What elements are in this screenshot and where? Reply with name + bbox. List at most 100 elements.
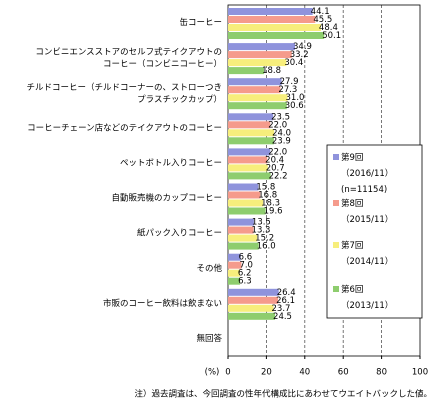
bar (228, 218, 254, 226)
bar (228, 32, 325, 39)
value-label: 27.3 (278, 85, 297, 95)
bar (228, 43, 296, 51)
category-label: 缶コーヒー (179, 17, 222, 28)
bar (228, 94, 288, 102)
legend-swatch (333, 242, 339, 248)
category-label: その他 (196, 263, 222, 274)
bar (228, 156, 268, 164)
x-tick-label: 0 (225, 368, 230, 378)
x-tick-label: 80 (376, 368, 387, 378)
x-tick-label: 40 (299, 368, 310, 378)
bar (228, 277, 241, 285)
legend-swatch (333, 286, 339, 292)
bar (228, 183, 259, 191)
value-label: 18.8 (262, 66, 281, 76)
category-label: 無回答 (196, 333, 222, 344)
bar (228, 304, 274, 312)
bar (228, 67, 265, 75)
legend-label: 第9回（2016/11）(n=11154) (341, 152, 393, 195)
legend-box (326, 144, 423, 319)
value-label: 16.8 (258, 191, 277, 201)
value-label: 26.1 (276, 296, 295, 306)
bar (228, 261, 242, 269)
bar (228, 253, 241, 261)
bar (228, 78, 282, 86)
value-label: 33.2 (290, 50, 309, 60)
value-label: 6.6 (239, 253, 253, 263)
value-label: 22.0 (268, 147, 287, 157)
value-label: 13.3 (252, 226, 271, 236)
value-label: 6.3 (238, 277, 252, 287)
category-label: 自動販売機のカップコーヒー (111, 193, 222, 204)
value-label: 50.1 (322, 31, 341, 41)
bar (228, 288, 279, 296)
value-label: 30.6 (285, 101, 304, 111)
value-label: 31.0 (286, 93, 305, 103)
bar (228, 164, 268, 172)
value-label: 44.1 (311, 7, 330, 17)
bar (228, 137, 274, 145)
value-label: 22.2 (269, 171, 288, 181)
category-label: コンビニエンスストアのセルフ式テイクアウトのコーヒー（コンビニコーヒー） (35, 46, 222, 69)
value-label: 34.9 (293, 42, 312, 52)
bar (228, 129, 275, 137)
bar (228, 16, 316, 23)
x-tick-label: 20 (261, 368, 272, 378)
category-label: コーヒーチェーン店などのテイクアウトのコーヒー (27, 122, 222, 133)
legend-label: 第8回（2015/11） (341, 198, 393, 225)
bar (228, 207, 266, 215)
value-label: 15.8 (256, 183, 275, 193)
footnote: 注）過去調査は、今回調査の性年代構成比にあわせてウエイトバックした値。 (134, 389, 432, 400)
bar (228, 191, 261, 199)
bar (228, 8, 313, 15)
value-label: 24.5 (273, 312, 292, 322)
value-label: 24.0 (272, 128, 291, 138)
value-label: 22.0 (268, 120, 287, 130)
value-label: 20.4 (265, 155, 284, 165)
legend-swatch (333, 154, 339, 160)
value-label: 19.6 (264, 207, 283, 217)
x-tick-label: 100 (412, 368, 428, 378)
category-label: チルドコーヒー（チルドコーナーの、ストローつきプラスチックカップ） (26, 81, 222, 104)
value-label: 45.5 (313, 15, 332, 25)
value-label: 26.4 (277, 288, 296, 298)
value-label: 7.0 (239, 261, 253, 271)
value-label: 23.7 (272, 304, 291, 314)
category-label: ペットボトル入りコーヒー (120, 158, 222, 168)
bar (228, 86, 281, 94)
legend-label: 第6回（2013/11） (341, 284, 393, 311)
x-tick-label: 60 (338, 368, 349, 378)
value-label: 18.3 (261, 199, 280, 209)
bar (228, 242, 259, 250)
value-label: 20.7 (266, 163, 285, 173)
bar (228, 113, 274, 121)
value-label: 13.5 (252, 218, 271, 228)
bar (228, 269, 240, 277)
category-label: 市販のコーヒー飲料は飲まない (103, 298, 222, 309)
bar (228, 296, 279, 304)
legend-label: 第7回（2014/11） (341, 240, 393, 267)
bar (228, 24, 321, 31)
legend-swatch (333, 200, 339, 206)
value-label: 16.0 (257, 242, 276, 252)
value-label: 48.4 (319, 23, 338, 33)
bar (228, 172, 271, 180)
x-unit-label: (%) (205, 368, 220, 378)
bar (228, 234, 258, 242)
bar (228, 199, 264, 207)
value-label: 23.5 (271, 112, 290, 122)
value-label: 23.9 (272, 136, 291, 146)
bar (228, 51, 292, 59)
category-label: 紙パック入りコーヒー (137, 228, 222, 239)
value-label: 15.2 (255, 234, 274, 244)
value-label: 6.2 (238, 269, 252, 279)
bar (228, 148, 271, 156)
bar (228, 59, 287, 67)
value-label: 30.4 (284, 58, 303, 68)
bar (228, 312, 276, 320)
bar (228, 102, 287, 110)
bar (228, 121, 271, 129)
bar (228, 226, 254, 234)
value-label: 27.9 (280, 77, 299, 87)
